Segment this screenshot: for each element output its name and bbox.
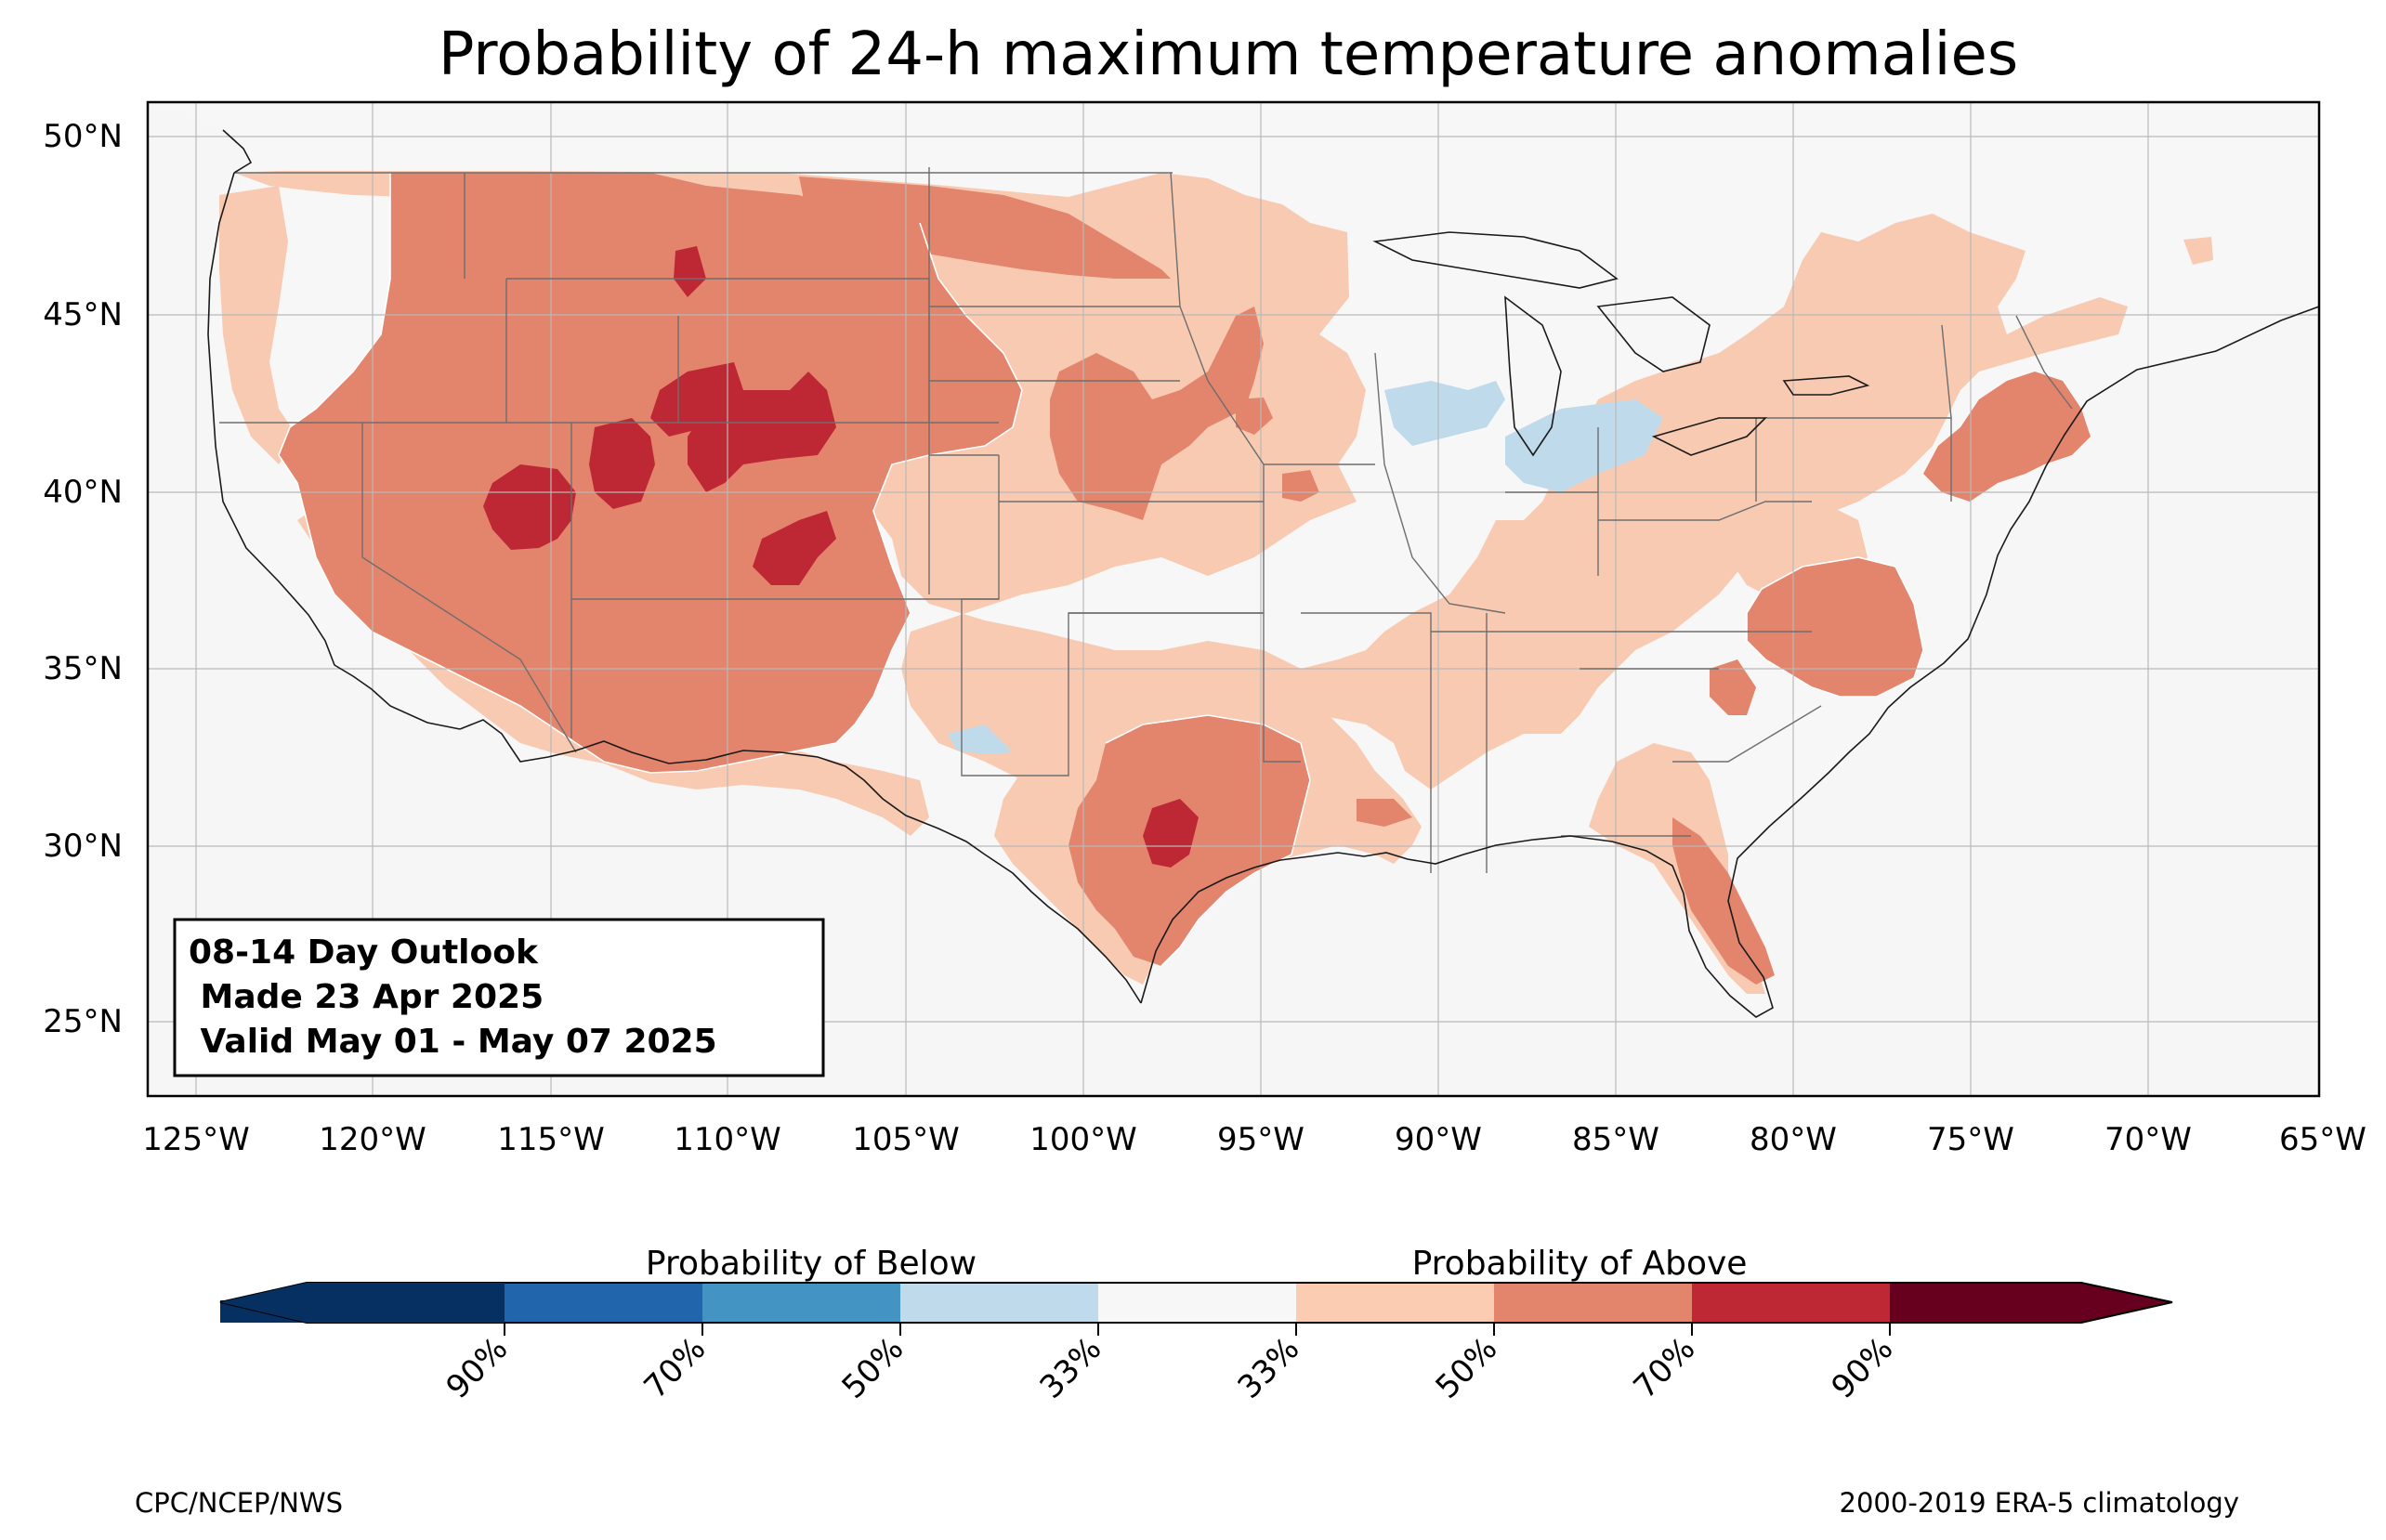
graticule <box>148 102 2319 1096</box>
coastlines <box>207 129 2319 1018</box>
colorbar-tick-label: 90% <box>1825 1330 1901 1406</box>
colorbar-segment <box>1692 1283 1890 1323</box>
below-33-50-areas <box>948 381 1663 754</box>
lon-tick-label: 125°W <box>142 1121 250 1158</box>
colorbar-segment <box>1890 1283 2081 1323</box>
lon-tick-label: 120°W <box>319 1121 426 1158</box>
colorbar-segment-near-normal <box>1098 1283 1296 1323</box>
outlook-period: 08-14 Day Outlook <box>189 933 539 972</box>
credit-right: 2000-2019 ERA-5 climatology <box>1840 1487 2239 1519</box>
colorbar-tick-label: 50% <box>835 1330 911 1406</box>
lat-tick-label: 45°N <box>43 296 123 333</box>
lon-tick-label: 115°W <box>497 1121 605 1158</box>
lon-tick-label: 85°W <box>1572 1121 1659 1158</box>
lat-tick-label: 40°N <box>43 474 123 511</box>
state-borders <box>219 167 2073 873</box>
lat-tick-label: 35°N <box>43 650 123 687</box>
lat-tick-label: 50°N <box>43 118 123 155</box>
lon-tick-label: 95°W <box>1217 1121 1304 1158</box>
colorbar: Probability of Below Probability of Abov… <box>219 1245 2173 1406</box>
colorbar-below-label: Probability of Below <box>646 1245 977 1283</box>
lon-tick-label: 70°W <box>2104 1121 2192 1158</box>
latitude-axis: 50°N 45°N 40°N 35°N 30°N 25°N <box>43 118 123 1040</box>
lat-tick-label: 25°N <box>43 1003 123 1040</box>
colorbar-segment <box>1296 1283 1494 1323</box>
lat-tick-label: 30°N <box>43 828 123 865</box>
probability-contours <box>278 173 1924 967</box>
lon-tick-label: 110°W <box>674 1121 781 1158</box>
colorbar-tick-label: 70% <box>637 1330 714 1406</box>
colorbar-above-label: Probability of Above <box>1412 1245 1748 1283</box>
outlook-made-date: Made 23 Apr 2025 <box>189 978 544 1016</box>
lon-tick-label: 65°W <box>2279 1121 2366 1158</box>
colorbar-tick-label: 33% <box>1033 1330 1109 1406</box>
colorbar-segment <box>307 1283 505 1323</box>
colorbar-tick-label: 50% <box>1429 1330 1505 1406</box>
lon-tick-label: 75°W <box>1927 1121 2014 1158</box>
colorbar-tick-label: 33% <box>1231 1330 1307 1406</box>
longitude-axis: 125°W 120°W 115°W 110°W 105°W 100°W 95°W… <box>142 1121 2366 1158</box>
chart-title: Probability of 24-h maximum temperature … <box>439 20 2018 89</box>
colorbar-tick-label: 90% <box>439 1330 516 1406</box>
colorbar-above-triangle <box>2081 1283 2172 1323</box>
colorbar-segment <box>702 1283 900 1323</box>
colorbar-left-cap <box>220 1283 307 1323</box>
colorbar-segment <box>1494 1283 1692 1323</box>
lon-tick-label: 90°W <box>1395 1121 1482 1158</box>
credit-left: CPC/NCEP/NWS <box>135 1487 343 1519</box>
lon-tick-label: 105°W <box>852 1121 960 1158</box>
colorbar-tick-label: 70% <box>1627 1330 1703 1406</box>
colorbar-segment <box>900 1283 1098 1323</box>
lon-tick-label: 100°W <box>1029 1121 1137 1158</box>
colorbar-segment <box>505 1283 702 1323</box>
outlook-valid-dates: Valid May 01 - May 07 2025 <box>189 1023 717 1061</box>
outlook-info-box: 08-14 Day Outlook Made 23 Apr 2025 Valid… <box>173 918 825 1077</box>
above-70-90-areas <box>483 246 1199 868</box>
map-frame <box>146 100 2321 1098</box>
lon-tick-label: 80°W <box>1750 1121 1837 1158</box>
map-area <box>148 102 2319 1096</box>
